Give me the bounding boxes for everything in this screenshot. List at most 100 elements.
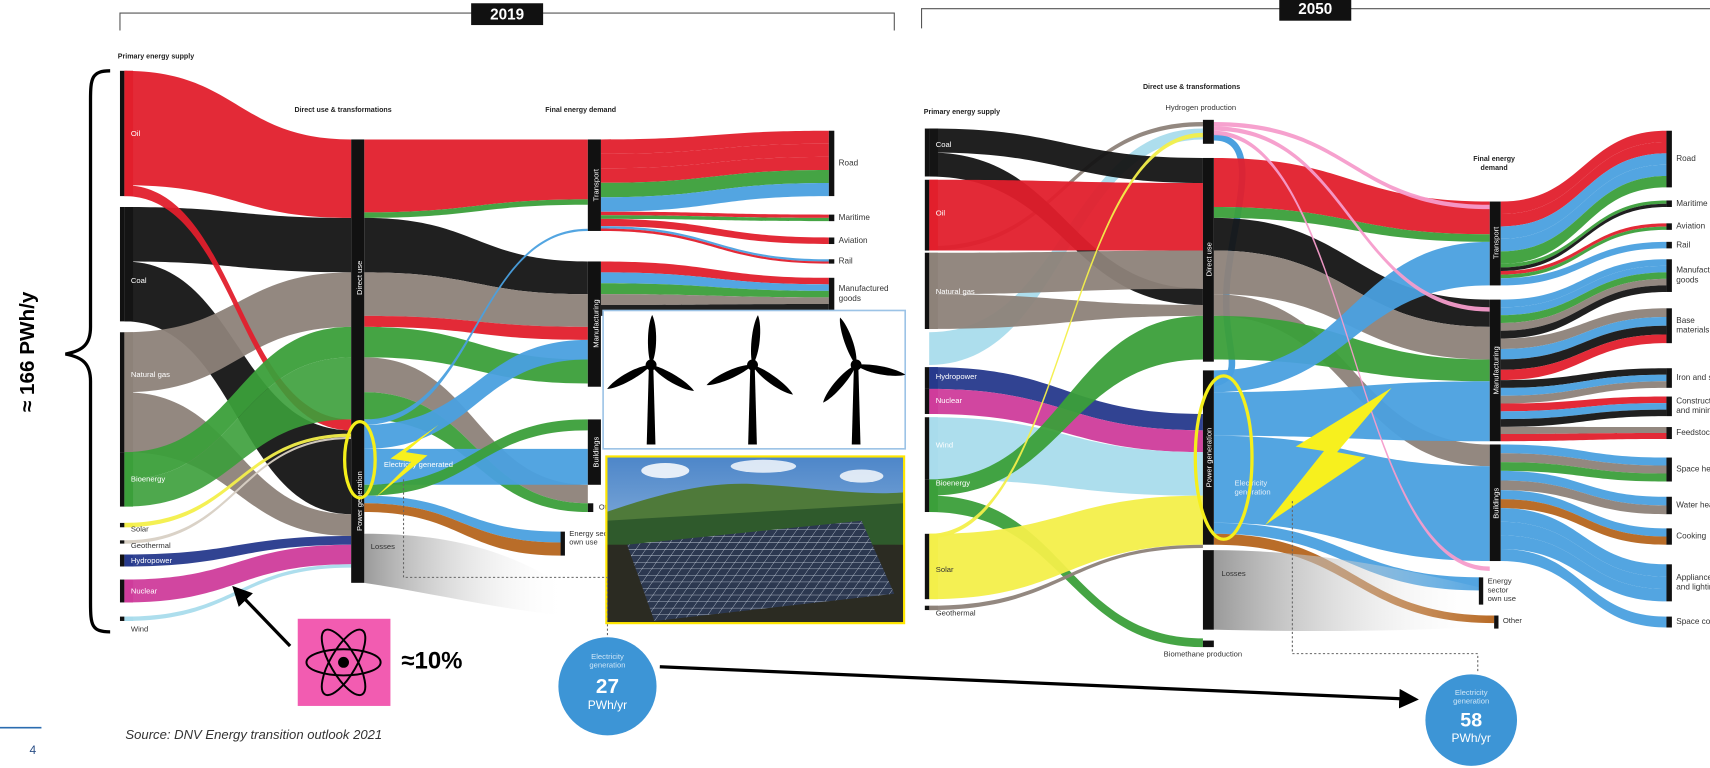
flow xyxy=(364,357,588,504)
circle-shape xyxy=(338,656,349,668)
g-shape xyxy=(706,315,793,395)
flow xyxy=(364,419,588,496)
use-label: Aviation xyxy=(839,236,868,245)
use-bar xyxy=(1666,496,1672,515)
use-bar xyxy=(1666,223,1672,230)
flow xyxy=(364,199,588,218)
flow xyxy=(1500,259,1667,308)
year-label: 2019 xyxy=(490,6,524,23)
flow xyxy=(124,70,134,197)
sector-bar xyxy=(587,139,601,231)
g-shape xyxy=(607,314,694,391)
node-label: Direct use xyxy=(355,261,364,295)
supply-label: Geothermal xyxy=(131,541,171,550)
flow xyxy=(929,179,938,251)
flow xyxy=(124,332,134,453)
losses-flow xyxy=(1213,550,1490,632)
flow xyxy=(929,179,1203,251)
flow xyxy=(124,535,352,567)
flow xyxy=(1500,470,1667,506)
supply-bar xyxy=(119,540,125,544)
flow xyxy=(929,605,938,611)
text-line: Energy xyxy=(1488,577,1512,586)
flow xyxy=(364,272,588,327)
node-bar xyxy=(351,139,365,583)
text-line: Energy sector xyxy=(569,529,617,538)
supply-label: Nuclear xyxy=(936,396,963,405)
flow xyxy=(1213,130,1490,571)
flow xyxy=(929,479,938,513)
flow xyxy=(1500,317,1667,360)
supply-bar xyxy=(924,388,930,414)
ellipse-shape xyxy=(320,628,367,697)
flow xyxy=(1213,126,1490,312)
bubble-value: 58 xyxy=(1460,709,1482,731)
sector-label: Transport xyxy=(1491,226,1500,259)
node-bar xyxy=(1202,119,1214,144)
use-label: Space heating xyxy=(1676,465,1710,474)
use-bar xyxy=(1666,241,1672,249)
path-shape xyxy=(706,364,753,386)
g-shape xyxy=(607,314,694,445)
supply-label: Coal xyxy=(936,140,952,149)
flow xyxy=(600,294,829,306)
supply-label: Oil xyxy=(131,129,141,138)
supply-label: Natural gas xyxy=(131,370,170,379)
supply-label: Wind xyxy=(936,441,953,450)
g-shape xyxy=(305,628,382,697)
text-line: and lighting xyxy=(1676,583,1710,592)
flow xyxy=(364,339,588,449)
year-label: 2050 xyxy=(1298,1,1332,18)
node-label: Biomethane production xyxy=(1164,650,1242,659)
bars xyxy=(119,70,1672,648)
flow xyxy=(1500,241,1667,286)
use-label: Feedstock xyxy=(1676,428,1710,437)
flow xyxy=(1500,508,1667,577)
flow xyxy=(1500,535,1667,602)
use-bar xyxy=(828,130,835,197)
text-line: own use xyxy=(1488,594,1516,603)
sector-bar xyxy=(587,419,601,485)
flow xyxy=(929,252,938,329)
supply-bar xyxy=(924,252,930,329)
use-label: Space cooling xyxy=(1676,617,1710,626)
text-line: demand xyxy=(1481,164,1508,172)
flows xyxy=(124,70,1667,648)
flow xyxy=(124,272,352,393)
flow xyxy=(1500,334,1667,381)
supply-label: Bioenergy xyxy=(936,479,971,488)
flow xyxy=(124,357,352,507)
text-line: generation xyxy=(1235,487,1271,496)
brace xyxy=(65,69,111,634)
flow xyxy=(1213,435,1490,562)
node-bar xyxy=(1202,370,1214,545)
highlight-ellipse xyxy=(1193,374,1254,541)
flow xyxy=(929,132,1203,539)
flow xyxy=(1213,241,1490,393)
supply-label: Coal xyxy=(131,276,147,285)
supply-label: Solar xyxy=(131,524,149,533)
bubble-unit: PWh/yr xyxy=(1452,731,1491,745)
flow xyxy=(364,139,588,213)
flow xyxy=(364,495,561,543)
text-line: and mining xyxy=(1676,406,1710,415)
flow xyxy=(600,169,829,198)
header: Direct use & transformations xyxy=(294,106,391,114)
supply-label: Natural gas xyxy=(936,287,975,296)
sector-label: Energy sector own use xyxy=(1488,577,1516,603)
node-note: Electricity generation xyxy=(1235,479,1271,497)
flow xyxy=(929,128,938,177)
flow xyxy=(929,367,938,389)
flow xyxy=(124,522,134,528)
flow xyxy=(600,215,829,222)
flow xyxy=(600,226,829,262)
flow xyxy=(124,554,134,567)
solar-photo xyxy=(605,455,906,625)
flow xyxy=(1500,285,1667,339)
use-bar xyxy=(1666,259,1672,292)
ellipse-shape xyxy=(641,462,690,479)
path-shape xyxy=(851,364,861,445)
g-shape xyxy=(823,317,906,445)
supply-bar xyxy=(119,70,125,197)
use-bar xyxy=(1666,368,1672,388)
